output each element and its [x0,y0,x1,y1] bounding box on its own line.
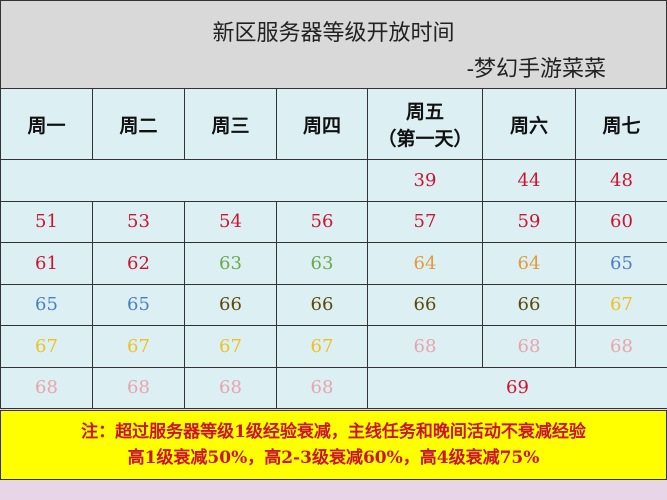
level-cell: 51 [0,200,93,243]
level-table: 周一 周二 周三 周四 周五 （第一天） 周六 周七 39 44 48 51 53 54 56 57 59 60 6… [0,88,667,409]
data-row: 51 53 54 56 57 59 60 [0,200,667,243]
level-cell: 68 [367,325,483,368]
level-cell: 68 [575,325,667,368]
level-cell: 63 [276,242,368,285]
level-cell: 67 [0,325,93,368]
level-cell: 59 [482,200,576,243]
header-text: （第一天） [377,128,473,150]
level-cell: 65 [92,283,185,326]
level-cell: 57 [367,200,483,243]
level-cell: 67 [575,283,667,326]
note-line: 高1级衰减50%，高2-3级衰减60%，高4级衰减75% [127,448,540,468]
level-cell: 60 [575,200,667,243]
level-cell: 66 [482,283,576,326]
level-cell: 48 [575,159,667,202]
header-cell: 周六 [482,88,576,160]
level-cell: 68 [0,366,93,409]
level-cell: 44 [482,159,576,202]
level-cell: 65 [0,283,93,326]
level-cell: 56 [276,200,368,243]
subtitle: -梦幻手游菜菜 [466,57,606,82]
data-row: 65 65 66 66 66 66 67 [0,283,667,326]
header-cell: 周五 （第一天） [367,88,483,160]
level-cell: 67 [92,325,185,368]
level-cell: 62 [92,242,185,285]
note-line: 注：超过服务器等级1级经验衰减，主线任务和晚间活动不衰减经验 [81,422,586,442]
level-cell: 69 [367,366,667,409]
level-cell: 68 [184,366,277,409]
level-cell: 66 [184,283,277,326]
level-cell: 67 [184,325,277,368]
title: 新区服务器等级开放时间 [212,21,455,46]
data-row: 67 67 67 67 68 68 68 [0,325,667,368]
level-cell: 61 [0,242,93,285]
level-cell: 67 [276,325,368,368]
header-cell: 周二 [92,88,185,160]
empty-cell [0,159,368,202]
level-cell: 68 [482,325,576,368]
level-cell: 66 [367,283,483,326]
level-cell: 68 [92,366,185,409]
header-cell: 周三 [184,88,277,160]
level-cell: 66 [276,283,368,326]
level-cell: 68 [276,366,368,409]
header-cell: 周一 [0,88,93,160]
level-cell: 63 [184,242,277,285]
level-cell: 64 [367,242,483,285]
level-cell: 65 [575,242,667,285]
header-row: 周一 周二 周三 周四 周五 （第一天） 周六 周七 [0,88,667,160]
header-cell: 周七 [575,88,667,160]
data-row: 68 68 68 68 69 [0,366,667,409]
title-bar: 新区服务器等级开放时间 -梦幻手游菜菜 [0,0,667,89]
level-cell: 39 [367,159,483,202]
level-cell: 64 [482,242,576,285]
level-cell: 53 [92,200,185,243]
data-row: 61 62 63 63 64 64 65 [0,242,667,285]
data-row: 39 44 48 [0,159,667,202]
header-cell: 周四 [276,88,368,160]
footer-note: 注：超过服务器等级1级经验衰减，主线任务和晚间活动不衰减经验 高1级衰减50%，高… [0,410,667,480]
header-text: 周五 [405,101,444,123]
level-cell: 54 [184,200,277,243]
